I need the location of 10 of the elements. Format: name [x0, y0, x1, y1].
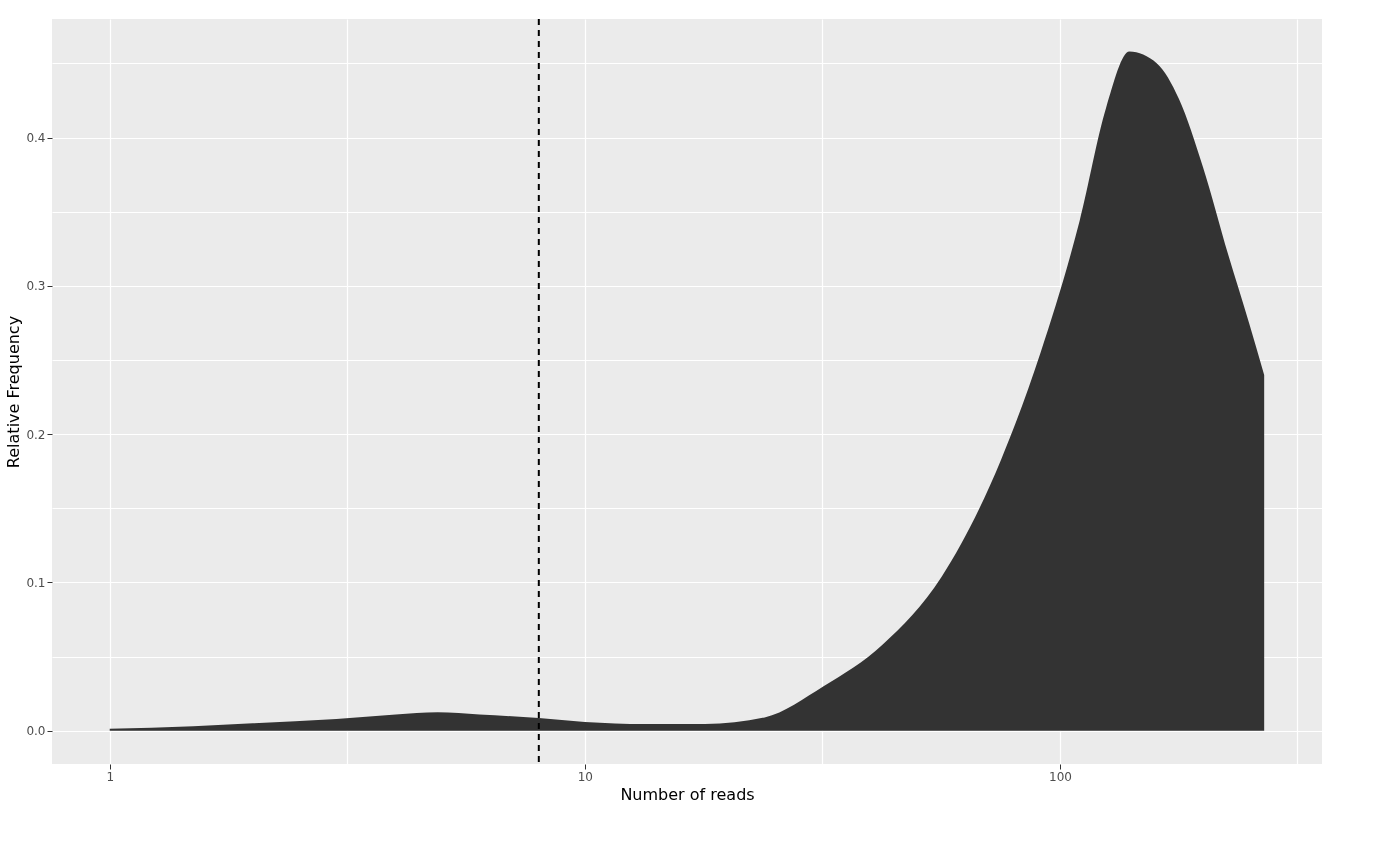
x-tick-label: 1: [106, 769, 115, 784]
y-tick-label: 0.0: [26, 724, 46, 739]
x-tick-label: 100: [1049, 769, 1072, 784]
y-tick-label: 0.1: [26, 576, 46, 590]
x-tick-label: 10: [577, 769, 593, 784]
y-axis-title: Relative Frequency: [4, 315, 24, 469]
x-axis-title: Number of reads: [620, 784, 755, 804]
y-tick-label: 0.4: [26, 131, 46, 146]
y-tick-label: 0.3: [26, 279, 46, 294]
y-tick-label: 0.2: [26, 427, 46, 442]
